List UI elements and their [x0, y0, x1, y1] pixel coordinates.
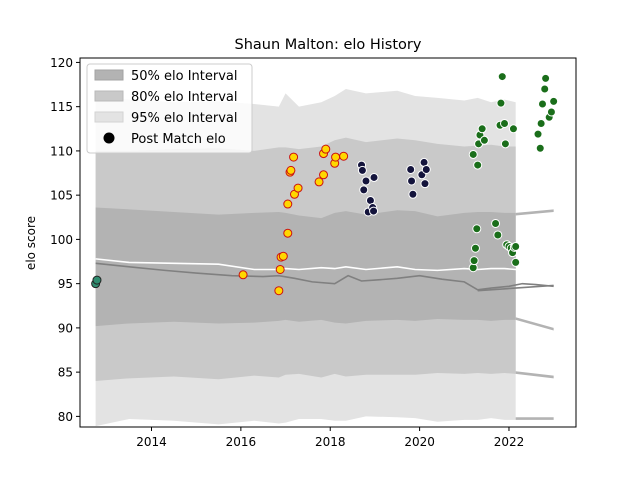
- chart-title: Shaun Malton: elo History: [235, 37, 422, 53]
- y-tick-label-2: 90: [58, 321, 73, 335]
- point-s1-6: [283, 199, 293, 209]
- point-s3-21: [508, 124, 518, 134]
- point-s1-1: [274, 286, 284, 296]
- point-s1-11: [293, 183, 303, 193]
- y-axis-ticks: 80 85 90 95 100 105 110 115 120: [50, 56, 80, 424]
- point-s3-32: [546, 107, 556, 117]
- point-s3-5: [473, 160, 483, 170]
- y-tick-label-8: 120: [50, 56, 73, 70]
- point-s3-24: [511, 241, 521, 251]
- plot-area: [91, 72, 559, 427]
- point-s3-23: [511, 257, 521, 267]
- band-tail-upper: [515, 209, 554, 216]
- legend-marker-post-match: [103, 132, 115, 144]
- legend-swatch-95: [94, 111, 124, 123]
- x-tick-label-2: 2018: [315, 435, 346, 449]
- point-s3-30: [541, 73, 551, 83]
- point-s1-15: [321, 144, 331, 154]
- point-s1-0: [238, 270, 248, 280]
- point-s2-1: [357, 165, 367, 175]
- point-s3-27: [536, 118, 546, 128]
- point-s1-13: [319, 170, 329, 180]
- point-s1-18: [339, 151, 349, 161]
- median-line: [95, 258, 554, 273]
- elo-lines: [95, 258, 554, 292]
- point-s3-15: [500, 118, 510, 128]
- x-tick-label-3: 2020: [404, 435, 435, 449]
- y-tick-label-3: 95: [58, 277, 73, 291]
- point-s1-2: [275, 264, 285, 274]
- point-s3-33: [549, 96, 559, 106]
- point-s2-7: [369, 206, 379, 216]
- point-s3-8: [477, 124, 487, 134]
- legend-swatch-80: [94, 90, 124, 102]
- point-s1-9: [289, 152, 299, 162]
- point-s3-14: [497, 72, 507, 82]
- legend-label-95: 95% elo Interval: [131, 111, 238, 126]
- point-s3-2: [469, 256, 479, 266]
- point-s3-10: [491, 218, 501, 228]
- x-tick-label-1: 2016: [226, 435, 257, 449]
- legend-box: [86, 63, 253, 154]
- point-s2-2: [359, 185, 369, 195]
- x-axis-ticks: 2014 2016 2018 2020 2022: [136, 427, 524, 449]
- elo-line: [95, 262, 554, 291]
- point-s1-5: [283, 228, 293, 238]
- point-s3-28: [537, 99, 547, 109]
- legend-label-post-match: Post Match elo: [131, 132, 226, 147]
- x-tick-label-0: 2014: [136, 435, 167, 449]
- point-s3-13: [496, 98, 506, 108]
- point-s0-1: [92, 275, 102, 285]
- point-s3-16: [500, 139, 510, 149]
- band-tail-lower: [515, 317, 554, 331]
- point-s2-3: [361, 176, 371, 186]
- band-50: [95, 207, 516, 327]
- point-s1-4: [278, 251, 288, 261]
- y-tick-label-1: 85: [58, 366, 73, 380]
- point-s2-15: [421, 164, 431, 174]
- legend-label-50: 50% elo Interval: [131, 69, 238, 84]
- point-s1-17: [331, 152, 341, 162]
- point-s1-12: [314, 177, 324, 187]
- point-s2-10: [407, 176, 417, 186]
- point-s2-11: [408, 189, 418, 199]
- plot-frame: [79, 57, 577, 428]
- x-tick-label-4: 2022: [494, 435, 525, 449]
- y-axis-title: elo score: [24, 216, 38, 270]
- point-s2-8: [369, 172, 379, 182]
- point-s2-9: [406, 164, 416, 174]
- point-s3-3: [470, 243, 480, 253]
- y-tick-label-6: 110: [50, 144, 73, 158]
- point-s3-9: [479, 135, 489, 145]
- y-tick-label-4: 100: [50, 233, 73, 247]
- legend-label-80: 80% elo Interval: [131, 90, 238, 105]
- post-match-points: [91, 72, 559, 296]
- elo-line-branch: [477, 284, 554, 292]
- point-s3-0: [468, 149, 478, 159]
- band-tail-95: [515, 417, 554, 420]
- y-tick-label-5: 105: [50, 189, 73, 203]
- point-s3-4: [472, 224, 482, 234]
- y-tick-label-0: 80: [58, 410, 73, 424]
- legend-swatch-50: [94, 69, 124, 81]
- band-tail-80: [515, 371, 554, 379]
- point-s3-26: [535, 143, 545, 153]
- point-s3-29: [540, 84, 550, 94]
- point-s2-14: [420, 179, 430, 189]
- y-tick-label-7: 115: [50, 100, 73, 114]
- legend: 50% elo Interval 80% elo Interval 95% el…: [86, 63, 253, 154]
- point-s3-25: [533, 129, 543, 139]
- point-s3-11: [493, 230, 503, 240]
- point-s1-8: [286, 165, 296, 175]
